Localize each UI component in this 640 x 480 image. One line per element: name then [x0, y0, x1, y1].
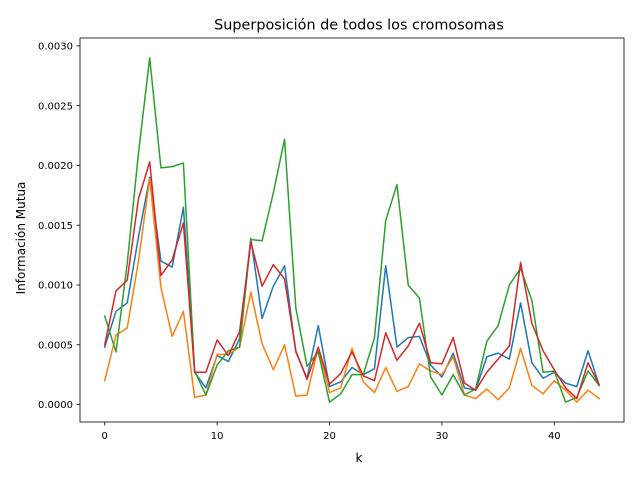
y-tick-label: 0.0030	[38, 41, 73, 52]
series-layer	[103, 57, 601, 403]
x-tick-label: 20	[323, 431, 336, 442]
y-axis-label: Información Mutua	[14, 182, 28, 295]
x-tick-label: 40	[548, 431, 561, 442]
series-line-1	[103, 176, 601, 391]
x-tick-label: 0	[102, 431, 108, 442]
axes-layer: 0 10 20 30 40 0.0000 0.0005 0.0010 0.0015 0.0020 0…	[38, 37, 625, 442]
x-tick-label: 10	[211, 431, 224, 442]
x-axis-label: k	[356, 451, 363, 465]
axes-frame	[79, 37, 625, 423]
series-line-4	[103, 161, 601, 400]
y-tick-label: 0.0000	[38, 400, 73, 411]
y-tick-label: 0.0010	[38, 281, 73, 292]
y-tick-label: 0.0020	[38, 161, 73, 172]
series-line-2	[103, 177, 601, 403]
chart-title: Superposición de todos los cromosomas	[214, 18, 504, 34]
y-tick-label: 0.0025	[38, 101, 73, 112]
y-tick-label: 0.0015	[38, 221, 73, 232]
y-tick-label: 0.0005	[38, 340, 73, 351]
series-line-3	[103, 57, 601, 403]
x-tick-label: 30	[436, 431, 449, 442]
